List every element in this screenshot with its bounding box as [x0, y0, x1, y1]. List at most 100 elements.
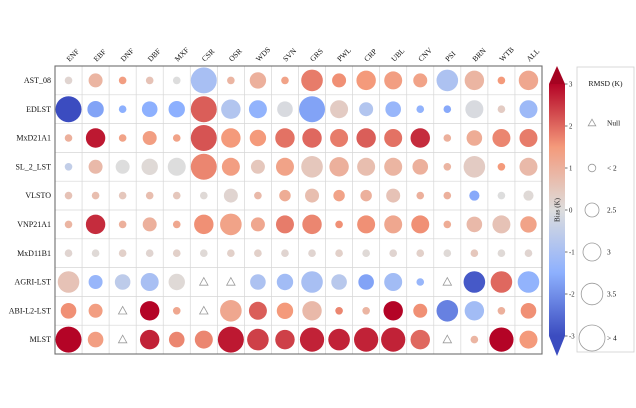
- legend-size-circle: [582, 242, 602, 262]
- bubble: [227, 249, 235, 257]
- bubble: [389, 249, 397, 257]
- bubble: [299, 96, 326, 123]
- bubble: [167, 157, 186, 176]
- column-labels: ENF EBF DNF DBF MXF CSR OSR WDS SVN GRS PWL CRP UBL C…: [65, 45, 542, 63]
- bubble: [464, 301, 485, 321]
- bubble: [118, 191, 127, 200]
- bubble: [275, 157, 294, 176]
- legend-size-circle: [580, 282, 604, 306]
- bubble: [329, 157, 349, 177]
- legend-entry-label: 2.5: [607, 206, 617, 215]
- legend-entry-label: > 4: [607, 334, 617, 343]
- bubble: [301, 69, 323, 92]
- bubble: [64, 249, 73, 257]
- row-label: VLSTO: [25, 191, 51, 200]
- bubble: [64, 191, 73, 200]
- bubble: [145, 191, 154, 200]
- bubble: [497, 105, 506, 113]
- bubble: [118, 76, 127, 85]
- column-label: UBL: [389, 46, 406, 63]
- bubble: [299, 327, 325, 352]
- bubble: [413, 303, 428, 318]
- bubble: [381, 327, 406, 352]
- bubble: [335, 307, 343, 315]
- legend-title: RMSD (K): [589, 79, 623, 88]
- bubble: [200, 249, 208, 257]
- column-label: DBF: [146, 47, 163, 64]
- bubble: [302, 301, 322, 321]
- bubble: [384, 157, 403, 176]
- bubble: [172, 191, 181, 200]
- bubble: [302, 128, 322, 148]
- bubble: [497, 307, 506, 315]
- bubble: [416, 249, 425, 257]
- legend-box: [576, 66, 635, 353]
- row-label: ABI-L2-LST: [9, 306, 51, 315]
- legend-entry-label: Null: [607, 119, 620, 128]
- bubble: [172, 220, 181, 229]
- bubbles: [55, 67, 540, 353]
- bubble: [139, 301, 160, 321]
- bubble: [443, 105, 452, 113]
- bubble: [519, 129, 538, 147]
- bubble: [190, 153, 217, 180]
- bubble: [490, 271, 513, 293]
- matrix-grid: [54, 65, 543, 355]
- column-label: EBF: [92, 47, 108, 63]
- row-label: AST_08: [24, 76, 51, 85]
- column-label: BRN: [470, 46, 488, 64]
- column-label: CNV: [416, 45, 434, 63]
- bubble: [172, 134, 181, 142]
- bubble: [217, 326, 244, 353]
- bubble: [469, 190, 480, 201]
- bubble: [517, 271, 540, 293]
- bubble: [519, 330, 538, 349]
- bubble: [190, 96, 217, 123]
- bubble: [55, 96, 82, 123]
- bubble: [87, 331, 104, 348]
- bubble: [88, 275, 103, 289]
- bubble: [335, 249, 343, 257]
- bubble: [194, 214, 214, 235]
- bubble: [140, 273, 159, 291]
- bubble: [64, 220, 73, 229]
- bubble: [277, 101, 293, 117]
- row-label: EDLST: [26, 105, 51, 114]
- bubble: [335, 220, 343, 229]
- bubble: [87, 101, 104, 118]
- bubble: [523, 190, 534, 201]
- bubble: [88, 73, 103, 88]
- bubble: [221, 99, 241, 119]
- bubble: [362, 307, 370, 315]
- column-label: PSI: [443, 49, 457, 63]
- row-labels: AST_08 EDLST MxD21A1 SL_2_LST VLSTO VNP21A1 Mx…: [9, 76, 51, 344]
- column-label: GRS: [308, 47, 325, 64]
- bubble: [436, 69, 459, 92]
- bubble: [64, 76, 73, 85]
- bubble: [360, 189, 372, 202]
- bubble: [524, 249, 533, 257]
- bubble: [88, 159, 103, 174]
- bubble: [118, 220, 127, 229]
- bubble: [142, 131, 157, 145]
- bubble: [168, 273, 185, 291]
- legend-entry-label: 3.5: [607, 290, 617, 299]
- bubble: [302, 214, 322, 235]
- bubble: [520, 216, 537, 233]
- bubble: [464, 70, 485, 91]
- bubble: [275, 329, 295, 350]
- bubble: [386, 188, 401, 203]
- column-label: CRP: [362, 47, 379, 64]
- null-triangle-marker: [442, 334, 453, 344]
- colorbar-arrow-up: [549, 66, 565, 84]
- bubble: [470, 335, 479, 344]
- null-triangle-marker: [198, 305, 209, 315]
- bubble: [519, 100, 538, 119]
- bubble: [88, 303, 103, 318]
- bubble: [64, 163, 73, 171]
- colorbar-tick-label: 3: [569, 81, 573, 88]
- bubble: [247, 328, 269, 351]
- bubble: [85, 128, 106, 148]
- bubble: [139, 329, 160, 350]
